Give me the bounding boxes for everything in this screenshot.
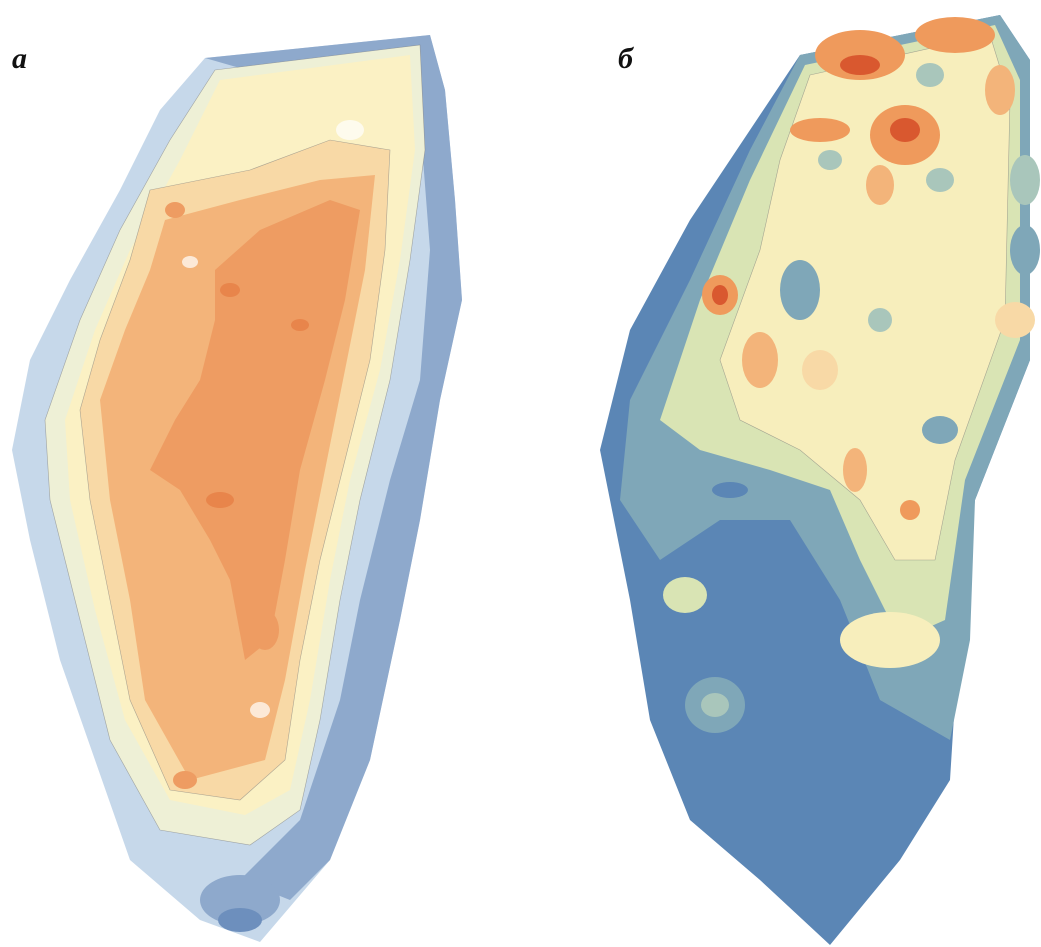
panel-label: б [618,42,634,75]
figure: а б [0,0,1041,947]
map-b [600,15,1040,945]
panel-label: а [12,42,27,75]
map-a [12,35,462,942]
